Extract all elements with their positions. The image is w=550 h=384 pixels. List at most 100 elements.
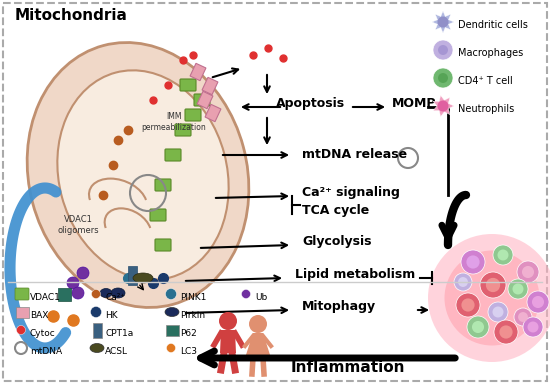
FancyBboxPatch shape xyxy=(150,209,166,221)
Circle shape xyxy=(498,250,509,260)
Circle shape xyxy=(16,326,25,334)
Circle shape xyxy=(219,312,237,330)
Circle shape xyxy=(91,290,101,298)
Circle shape xyxy=(72,287,84,299)
Text: Dendritic cells: Dendritic cells xyxy=(458,20,528,30)
Circle shape xyxy=(438,73,448,83)
Circle shape xyxy=(458,277,468,287)
Ellipse shape xyxy=(165,308,179,316)
Ellipse shape xyxy=(428,234,550,362)
Text: CD4⁺ T cell: CD4⁺ T cell xyxy=(458,76,513,86)
Circle shape xyxy=(437,101,448,111)
Circle shape xyxy=(527,291,549,313)
Ellipse shape xyxy=(90,344,104,353)
Text: Apoptosis: Apoptosis xyxy=(276,97,344,110)
Text: ACSL: ACSL xyxy=(105,346,128,356)
Circle shape xyxy=(433,68,453,88)
Text: mtDNA release: mtDNA release xyxy=(302,148,407,161)
Circle shape xyxy=(167,344,175,353)
Circle shape xyxy=(461,298,475,311)
Circle shape xyxy=(472,321,484,333)
Text: Glycolysis: Glycolysis xyxy=(302,235,371,248)
Text: Ub: Ub xyxy=(255,293,267,301)
Circle shape xyxy=(486,278,500,292)
Circle shape xyxy=(492,306,503,318)
Polygon shape xyxy=(432,11,454,33)
FancyBboxPatch shape xyxy=(155,179,171,191)
Text: IMM
permeabilization: IMM permeabilization xyxy=(142,112,206,132)
Circle shape xyxy=(461,250,485,274)
Text: Mitophagy: Mitophagy xyxy=(302,300,376,313)
Text: BAX: BAX xyxy=(30,311,48,319)
FancyBboxPatch shape xyxy=(58,288,70,301)
Circle shape xyxy=(508,279,528,299)
Ellipse shape xyxy=(444,250,540,346)
Circle shape xyxy=(437,17,448,28)
Polygon shape xyxy=(197,91,213,109)
Circle shape xyxy=(493,245,513,265)
Ellipse shape xyxy=(111,288,125,298)
Circle shape xyxy=(517,261,539,283)
Circle shape xyxy=(532,296,544,308)
Text: Lipid metabolism: Lipid metabolism xyxy=(295,268,415,281)
Text: HK: HK xyxy=(105,311,118,319)
FancyBboxPatch shape xyxy=(194,94,210,106)
FancyBboxPatch shape xyxy=(155,239,171,251)
FancyBboxPatch shape xyxy=(166,324,179,336)
Circle shape xyxy=(433,40,453,60)
Circle shape xyxy=(67,277,79,289)
FancyBboxPatch shape xyxy=(185,109,201,121)
Circle shape xyxy=(249,315,267,333)
Circle shape xyxy=(523,317,543,337)
Text: P62: P62 xyxy=(180,328,197,338)
Text: VDAC1: VDAC1 xyxy=(30,293,61,301)
Text: TCA cycle: TCA cycle xyxy=(302,204,369,217)
Text: Cytoc: Cytoc xyxy=(30,328,56,338)
Text: Neutrophils: Neutrophils xyxy=(458,104,514,114)
Text: Ca²⁺ signaling: Ca²⁺ signaling xyxy=(302,186,400,199)
Ellipse shape xyxy=(27,43,249,308)
FancyBboxPatch shape xyxy=(165,149,181,161)
Circle shape xyxy=(77,267,89,279)
Ellipse shape xyxy=(57,70,229,280)
Circle shape xyxy=(438,45,448,55)
Text: mtDNA: mtDNA xyxy=(30,346,62,356)
Circle shape xyxy=(499,325,513,339)
Circle shape xyxy=(527,321,538,333)
Text: MOMP: MOMP xyxy=(392,97,437,110)
FancyBboxPatch shape xyxy=(175,124,191,136)
Polygon shape xyxy=(205,104,221,122)
Circle shape xyxy=(467,316,489,338)
Polygon shape xyxy=(245,333,271,358)
FancyBboxPatch shape xyxy=(180,79,196,91)
Circle shape xyxy=(91,306,102,318)
Circle shape xyxy=(514,308,532,326)
Circle shape xyxy=(494,320,518,344)
FancyBboxPatch shape xyxy=(3,3,547,381)
Circle shape xyxy=(241,290,250,298)
Circle shape xyxy=(522,266,534,278)
Polygon shape xyxy=(433,95,454,117)
Polygon shape xyxy=(220,330,236,353)
Circle shape xyxy=(480,272,506,298)
Circle shape xyxy=(488,302,508,322)
Text: Ca²⁺: Ca²⁺ xyxy=(105,293,125,301)
Text: Inflammation: Inflammation xyxy=(291,360,405,375)
Circle shape xyxy=(456,293,480,317)
Circle shape xyxy=(518,312,528,322)
FancyBboxPatch shape xyxy=(92,323,102,338)
Circle shape xyxy=(166,288,177,300)
Text: Pirkin: Pirkin xyxy=(180,311,205,319)
Polygon shape xyxy=(190,63,206,81)
FancyBboxPatch shape xyxy=(128,265,136,285)
Text: Mitochondria: Mitochondria xyxy=(15,8,128,23)
Text: VDAC1
oligomers: VDAC1 oligomers xyxy=(57,215,99,235)
Ellipse shape xyxy=(100,288,112,298)
FancyBboxPatch shape xyxy=(15,306,29,318)
Polygon shape xyxy=(202,77,218,95)
Text: PINK1: PINK1 xyxy=(180,293,206,301)
Circle shape xyxy=(466,255,480,268)
Circle shape xyxy=(454,273,472,291)
FancyBboxPatch shape xyxy=(15,288,29,300)
Ellipse shape xyxy=(133,273,153,283)
